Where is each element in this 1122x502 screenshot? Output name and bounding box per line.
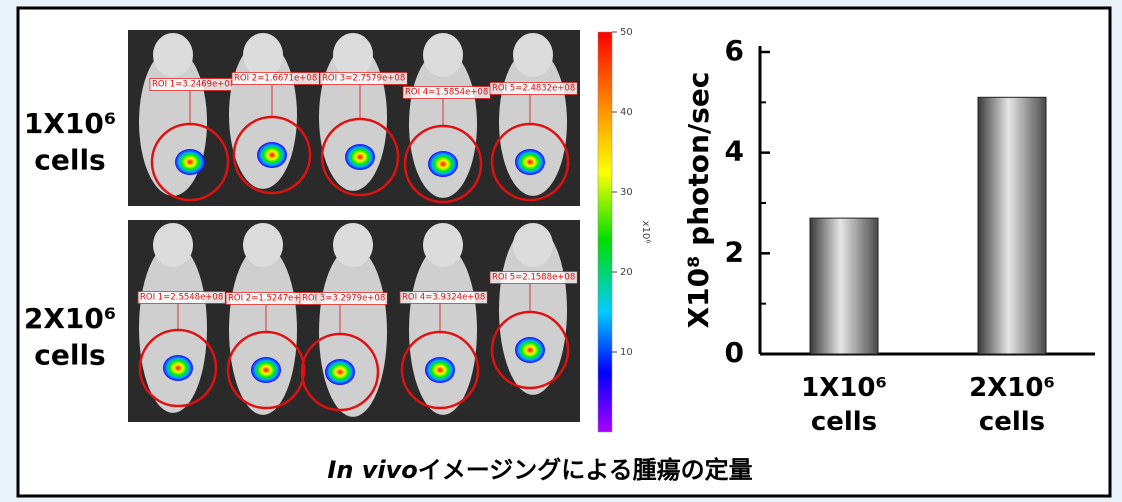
signal: [163, 355, 193, 381]
y-tick-label: 4: [725, 135, 744, 168]
signal: [251, 357, 281, 383]
bar: [810, 218, 878, 354]
roi-label: ROI 4=1.5854e+08: [405, 88, 488, 98]
colorbar-tick-label: 40: [620, 107, 633, 118]
line: cells: [34, 143, 105, 176]
line: 2X10⁶: [24, 302, 116, 335]
caption: In vivoイメージングによる腫瘍の定量: [327, 456, 752, 484]
signal: [325, 359, 355, 385]
mouse-head: [243, 223, 283, 267]
mouse-body: [409, 245, 477, 415]
mouse-head: [333, 223, 373, 267]
line: 2X10⁶: [969, 373, 1055, 403]
mouse-body: [319, 247, 387, 417]
signal: [515, 149, 545, 175]
figure: In vivoイメージングによる腫瘍の定量 1X10⁶cellsROI 1=3.…: [0, 0, 1122, 502]
signal: [257, 142, 287, 168]
roi-label: ROI 1=2.5548e+08: [140, 293, 223, 303]
signal: [175, 149, 205, 175]
roi-label: ROI 2=1.5247e+08: [228, 294, 311, 304]
mouse-head: [513, 33, 553, 77]
colorbar-tick-label: 50: [620, 27, 633, 38]
colorbar-tick-label: 30: [620, 187, 633, 198]
signal: [515, 337, 545, 363]
caption-text: イメージングによる腫瘍の定量: [418, 456, 753, 484]
mouse-head: [423, 33, 463, 77]
y-tick-label: 6: [725, 34, 744, 67]
colorbar: [598, 32, 612, 432]
bar: [978, 97, 1046, 354]
mouse-head: [153, 223, 193, 267]
roi-label: ROI 5=2.1588e+08: [492, 273, 575, 283]
roi-label: ROI 1=3.2469e+08: [152, 80, 235, 90]
mouse-head: [243, 33, 283, 77]
roi-label: ROI 3=3.2979e+08: [302, 294, 385, 304]
mouse-body: [229, 245, 297, 415]
signal: [345, 144, 375, 170]
mouse-head: [333, 33, 373, 77]
line: 1X10⁶: [24, 107, 116, 140]
mouse-body: [139, 243, 207, 413]
y-tick-label: 0: [725, 336, 744, 369]
roi-label: ROI 5=2.4832e+08: [492, 84, 575, 94]
roi-label: ROI 3=2.7579e+08: [322, 74, 405, 84]
line: cells: [811, 406, 877, 436]
colorbar-tick-label: 20: [620, 267, 633, 278]
signal: [425, 357, 455, 383]
line: cells: [979, 406, 1045, 436]
mouse-head: [153, 33, 193, 77]
y-tick-label: 2: [725, 235, 744, 268]
roi-label: ROI 4=3.9324e+08: [402, 293, 485, 303]
roi-label: ROI 2=1.6671e+08: [234, 74, 317, 84]
colorbar-label: x10⁶: [640, 221, 651, 244]
line: cells: [34, 338, 105, 371]
signal: [428, 151, 458, 177]
line: 1X10⁶: [801, 373, 887, 403]
mouse-head: [423, 223, 463, 267]
mouse-head: [513, 223, 553, 267]
caption-italic: In vivo: [327, 456, 417, 484]
colorbar-tick-label: 10: [620, 347, 633, 358]
y-axis-label: X10⁸ photon/sec: [682, 72, 715, 329]
